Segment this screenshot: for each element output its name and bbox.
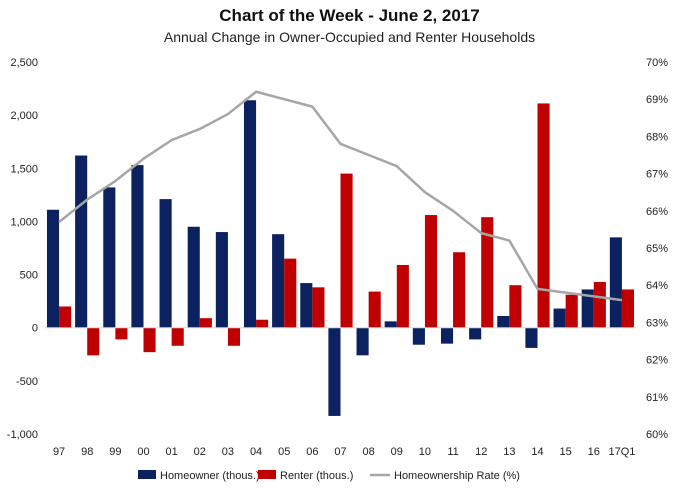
renter-bar — [87, 327, 100, 356]
legend-label: Homeownership Rate (%) — [394, 470, 520, 482]
y-right-tick-label: 68% — [646, 131, 668, 143]
legend-label: Renter (thous.) — [280, 470, 353, 482]
homeowner-bar — [46, 209, 60, 328]
x-tick-label: 98 — [81, 446, 93, 458]
homeowner-bar — [440, 327, 454, 344]
homeownership-rate-line — [58, 90, 623, 302]
homeowner-bar — [525, 327, 538, 348]
y-right-tick-label: 60% — [646, 429, 668, 441]
chart-title: Chart of the Week - June 2, 2017 — [219, 6, 480, 25]
x-tick-label: 01 — [166, 446, 178, 458]
homeowner-bar — [609, 237, 622, 328]
homeowner-bar — [159, 199, 172, 328]
renter-bar — [340, 173, 353, 328]
y-left-tick-label: 1,500 — [10, 163, 38, 175]
y-right-tick-label: 63% — [646, 317, 668, 329]
homeowner-bar — [187, 226, 200, 328]
x-tick-label: 04 — [250, 446, 262, 458]
x-tick-label: 14 — [531, 446, 543, 458]
x-tick-label: 02 — [194, 446, 206, 458]
x-tick-label: 10 — [419, 446, 431, 458]
homeowner-bar — [300, 283, 313, 328]
renter-bar — [171, 327, 184, 346]
legend-swatch — [138, 470, 156, 479]
homeowner-bar — [75, 155, 88, 328]
legend-label: Homeowner (thous.) — [160, 470, 260, 482]
renter-bar — [312, 287, 325, 328]
x-tick-label: 09 — [391, 446, 403, 458]
renter-bar — [368, 291, 381, 328]
renter-bar — [115, 327, 128, 340]
renter-bar — [537, 103, 550, 328]
x-tick-label: 06 — [306, 446, 318, 458]
x-tick-label: 97 — [53, 446, 65, 458]
y-right-tick-label: 66% — [646, 206, 668, 218]
y-right-tick-label: 62% — [646, 355, 668, 367]
y-left-tick-label: 2,500 — [10, 57, 38, 69]
x-tick-label: 11 — [447, 446, 458, 458]
renter-bar — [284, 258, 297, 328]
homeowner-bar — [497, 316, 510, 328]
y-left-tick-label: 1,000 — [10, 216, 38, 228]
homeowner-bar — [215, 232, 228, 328]
homeowner-bar — [581, 289, 594, 328]
x-tick-label: 15 — [560, 446, 572, 458]
renter-bar — [256, 319, 269, 328]
y-left-tick-label: -1,000 — [7, 429, 38, 441]
y-left-tick-label: -500 — [16, 376, 38, 388]
y-left-tick-label: 500 — [20, 270, 38, 282]
renter-bar — [396, 265, 409, 328]
y-right-tick-label: 65% — [646, 243, 668, 255]
x-tick-label: 03 — [222, 446, 234, 458]
homeowner-bar — [131, 165, 144, 328]
x-tick-label: 12 — [475, 446, 487, 458]
x-tick-label: 07 — [334, 446, 346, 458]
homeowner-bar — [328, 327, 341, 416]
renter-bar — [227, 327, 241, 346]
homeowner-bar — [412, 327, 425, 345]
y-right-tick-label: 67% — [646, 169, 668, 181]
homeowner-bar — [553, 308, 566, 328]
homeowner-bar — [356, 327, 369, 356]
renter-bar — [593, 282, 606, 328]
y-right-tick-label: 64% — [646, 280, 668, 292]
renter-bar — [59, 306, 72, 328]
x-tick-label: 05 — [278, 446, 290, 458]
y-left-tick-label: 2,000 — [10, 110, 38, 122]
renter-bar — [424, 215, 438, 328]
renter-bar — [565, 294, 578, 328]
x-tick-label: 08 — [363, 446, 375, 458]
y-right-tick-label: 61% — [646, 392, 668, 404]
homeowner-bar — [103, 187, 116, 328]
homeowner-bar — [272, 234, 285, 328]
x-tick-label: 13 — [503, 446, 515, 458]
x-tick-label: 00 — [137, 446, 149, 458]
homeowner-bar — [384, 321, 397, 328]
homeowner-bar — [469, 327, 482, 340]
x-tick-label: 17Q1 — [608, 446, 635, 458]
legend-swatch — [258, 470, 276, 479]
homeowner-bar — [243, 100, 257, 328]
renter-bar — [621, 289, 635, 328]
renter-bar — [199, 318, 212, 328]
renter-bar — [509, 285, 522, 328]
renter-bar — [481, 217, 494, 328]
x-tick-label: 99 — [109, 446, 121, 458]
renter-bar — [143, 327, 156, 353]
y-right-tick-label: 69% — [646, 94, 668, 106]
y-right-tick-label: 70% — [646, 57, 668, 69]
chart-subtitle: Annual Change in Owner-Occupied and Rent… — [163, 29, 536, 45]
y-left-tick-label: 0 — [32, 323, 38, 335]
x-tick-label: 16 — [588, 446, 600, 458]
renter-bar — [453, 252, 466, 328]
